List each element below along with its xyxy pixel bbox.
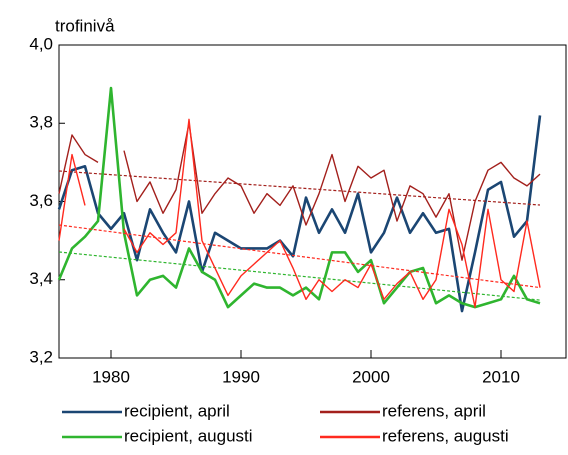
x-tick-label: 2000 [352, 367, 390, 386]
x-tick-label: 1980 [92, 367, 130, 386]
trend-line [58, 170, 541, 206]
series-line [57, 115, 542, 313]
series-line [57, 86, 541, 309]
y-axis-label: trofinivå [55, 16, 115, 35]
series-line [58, 153, 86, 241]
trend-line [58, 224, 541, 289]
series-line [58, 134, 99, 194]
legend-label: recipient, augusti [124, 426, 253, 445]
x-tick-label: 2010 [482, 367, 520, 386]
legend-label: referens, april [382, 401, 486, 420]
y-tick-label: 3,6 [29, 191, 53, 210]
series-line [123, 118, 541, 308]
y-tick-label: 3,4 [29, 269, 53, 288]
y-tick-label: 3,8 [29, 113, 53, 132]
legend-label: referens, augusti [382, 426, 509, 445]
y-tick-label: 4,0 [29, 34, 53, 53]
y-tick-label: 3,2 [29, 347, 53, 366]
x-tick-label: 1990 [222, 367, 260, 386]
legend-label: recipient, april [124, 401, 230, 420]
trend-line [58, 251, 541, 301]
